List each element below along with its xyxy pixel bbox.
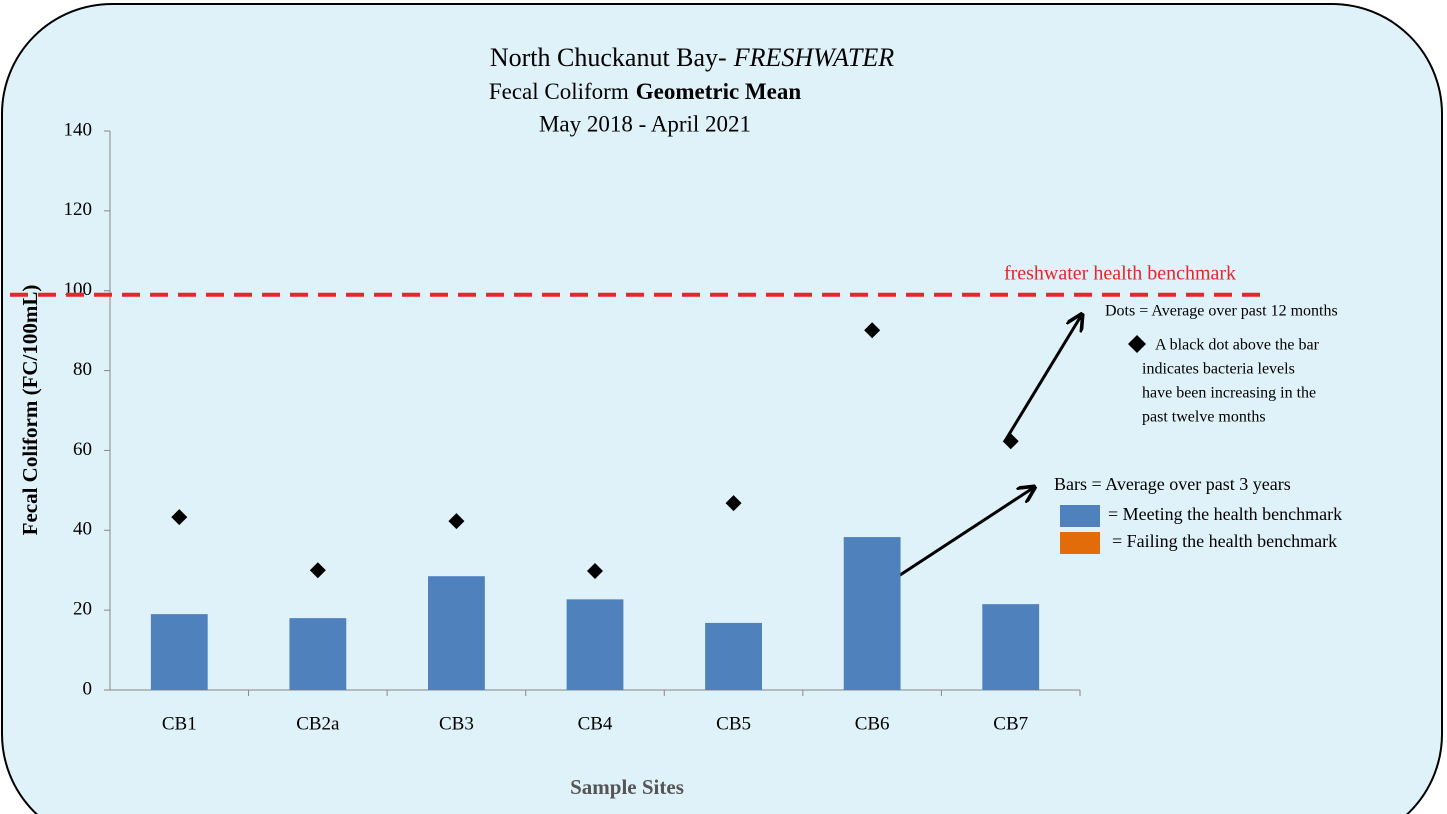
dots-note-line: A black dot above the bar [1155,337,1320,354]
legend-swatch [1060,532,1100,554]
x-tick-label: CB5 [716,713,751,734]
x-axis-label: Sample Sites [570,775,684,799]
dot [448,513,465,530]
title-main: North Chuckanut Bay- [490,43,727,72]
legend-label: = Meeting the health benchmark [1108,504,1342,524]
x-tick-label: CB1 [162,713,197,734]
bar [428,576,485,690]
y-tick-label: 40 [73,519,92,540]
x-tick-label: CB7 [993,713,1028,734]
dots-note-heading: Dots = Average over past 12 months [1105,303,1338,320]
y-tick-label: 120 [64,199,93,220]
bar [150,614,208,690]
y-tick-label: 20 [73,599,92,620]
y-tick-label: 140 [64,119,93,140]
x-tick-label: CB2a [296,713,340,734]
bar [843,537,901,690]
x-tick-label: CB6 [855,713,890,734]
dot [725,495,742,512]
bar [566,599,624,690]
y-tick-label: 80 [73,359,92,380]
benchmark-label: freshwater health benchmark [1004,262,1236,284]
x-tick-label: CB3 [439,713,474,734]
dots-arrow [1003,316,1081,442]
bars-note: Bars = Average over past 3 years [1054,474,1291,494]
dot [587,563,603,580]
bar [289,618,347,690]
y-axis-label: Fecal Coliform (FC/100mL) [18,285,42,536]
subtitle-bold: Geometric Mean [636,79,802,104]
dots-note-marker [1128,335,1146,353]
dots-note-line: indicates bacteria levels [1142,361,1295,378]
dots-note-line: have been increasing in the [1142,385,1316,402]
dot [309,562,326,579]
x-tick-label: CB4 [578,713,613,734]
dot [864,322,881,339]
background-panel [1,3,1443,814]
legend-label: = Failing the health benchmark [1112,531,1337,551]
dot [1002,433,1019,450]
title-emphasis: FRESHWATER [733,43,895,72]
y-tick-label: 60 [73,439,92,460]
y-tick-label: 0 [83,678,93,699]
chart-title: North Chuckanut Bay- FRESHWATER [490,43,894,72]
y-tick-label: 100 [64,279,93,300]
chart-subtitle: Fecal Coliform Geometric Mean [489,79,801,104]
dot [171,509,188,526]
subtitle-main: Fecal Coliform [489,79,629,104]
legend-swatch [1060,505,1100,527]
bar [982,604,1040,690]
bars-arrow [896,488,1033,579]
dots-note-line: past twelve months [1142,409,1266,426]
bar [705,622,762,690]
date-range: May 2018 - April 2021 [539,111,751,136]
